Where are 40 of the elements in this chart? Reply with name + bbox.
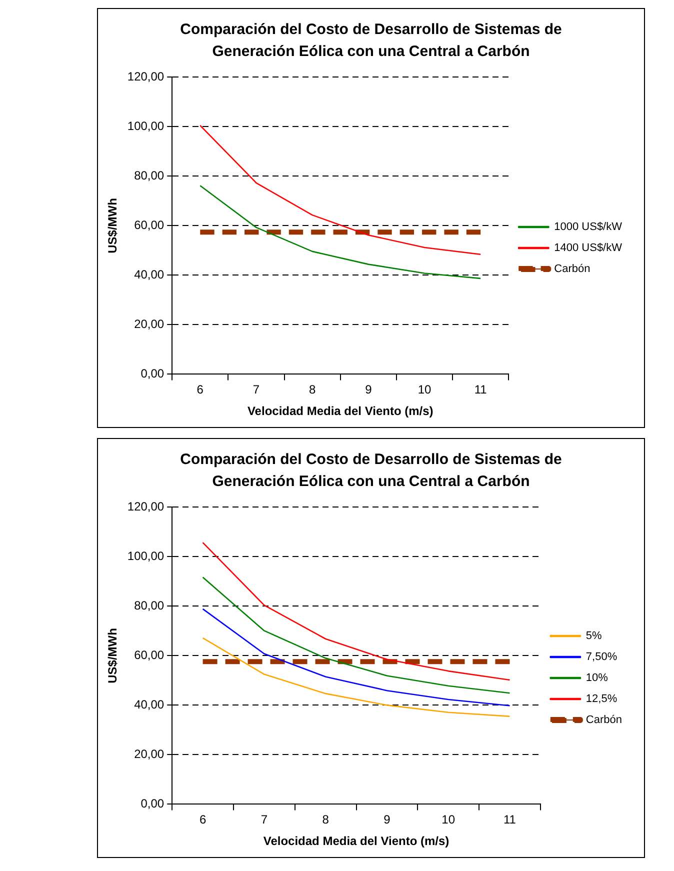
y-axis-title: US$/MWh	[106, 198, 120, 254]
y-tick-label: 40,00	[134, 268, 164, 282]
x-tick-label: 8	[322, 812, 330, 827]
x-tick-label: 6	[196, 382, 204, 397]
y-tick-label: 20,00	[134, 317, 164, 332]
y-tick-label: 20,00	[134, 747, 164, 762]
y-tick-label: 60,00	[134, 648, 164, 662]
y-tick-label: 120,00	[127, 500, 164, 514]
legend-label: 12,5%	[586, 693, 618, 706]
y-tick-label: 80,00	[134, 598, 164, 613]
x-axis-title: Velocidad Media del Viento (m/s)	[247, 404, 434, 418]
legend-label: Carbón	[554, 263, 590, 276]
x-tick-label: 7	[252, 382, 260, 397]
legend-label: Carbón	[586, 714, 622, 726]
chart-title: Comparación del Costo de Desarrollo de Sistemas de Generación Eólica con una Central a Carbón	[179, 20, 563, 62]
x-tick-label: 10	[442, 812, 456, 827]
y-tick-label: 40,00	[134, 698, 164, 712]
x-tick-label: 11	[503, 812, 516, 827]
legend-label: 10%	[586, 672, 608, 684]
chart-title: Comparación del Costo de Desarrollo de Sistemas de Generación Eólica con una Central a Carbón	[179, 450, 563, 492]
legend-label: 5%	[586, 630, 602, 642]
legend-label: 1400 US$/kW	[554, 242, 623, 254]
y-tick-label: 100,00	[127, 549, 164, 564]
y-tick-label: 80,00	[134, 168, 164, 183]
legend-label: 7,50%	[586, 651, 618, 664]
x-tick-label: 8	[308, 382, 316, 397]
x-tick-label: 10	[418, 382, 432, 397]
y-tick-label: 100,00	[127, 119, 164, 134]
y-tick-label: 120,00	[127, 70, 164, 84]
y-axis-title: US$/MWh	[106, 628, 120, 684]
x-tick-label: 9	[365, 382, 372, 397]
x-tick-label: 6	[199, 812, 206, 827]
x-tick-label: 9	[384, 812, 391, 827]
x-tick-label: 7	[260, 812, 268, 827]
x-axis-title: Velocidad Media del Viento (m/s)	[263, 834, 450, 848]
y-tick-label: 0,00	[140, 366, 164, 381]
x-tick-label: 11	[474, 382, 488, 397]
legend-label: 1000 US$/kW	[554, 221, 623, 234]
y-tick-label: 0,00	[140, 796, 164, 811]
y-tick-label: 60,00	[134, 218, 164, 232]
